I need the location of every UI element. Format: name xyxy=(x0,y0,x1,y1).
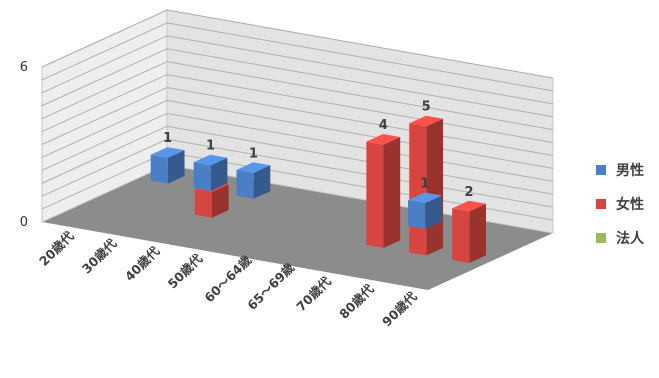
bar-front xyxy=(452,208,470,264)
y-tick-label: 0 xyxy=(20,215,28,230)
bar-side xyxy=(253,165,271,199)
bar-side xyxy=(469,203,486,264)
bar-side xyxy=(211,184,229,218)
x-tick-label: 40歳代 xyxy=(122,243,163,284)
legend-item-male: 男性 xyxy=(596,158,644,182)
legend-label-corporation: 法人 xyxy=(616,231,644,247)
bar-front xyxy=(150,154,168,184)
bar-side xyxy=(167,150,185,184)
data-label: 2 xyxy=(465,185,474,200)
chart-legend: 男性 女性 法人 xyxy=(596,158,644,260)
x-tick-label: 50歳代 xyxy=(165,251,206,292)
x-tick-label: 60～64歳 xyxy=(201,252,254,305)
legend-item-female: 女性 xyxy=(596,192,644,216)
legend-item-corporation: 法人 xyxy=(596,226,644,250)
bar-side xyxy=(425,195,442,229)
bar-front xyxy=(366,141,384,248)
data-label: 4 xyxy=(379,118,388,133)
legend-swatch-male xyxy=(596,165,606,175)
bar-top xyxy=(150,147,185,158)
legend-label-female: 女性 xyxy=(616,197,644,213)
bar-side xyxy=(383,136,401,248)
bar-side xyxy=(210,157,228,192)
bar-front xyxy=(194,188,212,218)
x-tick-label: 65～69歳 xyxy=(244,260,297,313)
data-label: 1 xyxy=(163,131,172,146)
chart-bars: 14521111 xyxy=(150,100,486,264)
legend-swatch-corporation xyxy=(596,233,606,243)
bar-top xyxy=(409,115,444,127)
legend-swatch-female xyxy=(596,199,606,209)
legend-label-male: 男性 xyxy=(616,163,644,179)
data-label: 1 xyxy=(420,176,429,191)
x-tick-label: 90歳代 xyxy=(379,288,420,329)
bar-front xyxy=(193,162,211,192)
chart-floor xyxy=(42,165,553,290)
x-tick-label: 20歳代 xyxy=(36,228,77,269)
bar-top xyxy=(452,200,486,212)
bar-top xyxy=(236,162,271,173)
bar-front xyxy=(236,169,254,199)
data-label: 1 xyxy=(206,139,215,154)
bar-front xyxy=(408,200,426,229)
x-tick-label: 70歳代 xyxy=(293,273,334,314)
chart-gridline xyxy=(41,48,554,118)
chart-gridline xyxy=(41,61,554,131)
bar-top xyxy=(408,192,442,204)
chart-gridline xyxy=(41,9,554,79)
chart-gridline xyxy=(41,35,554,105)
bar-top xyxy=(193,154,228,166)
x-tick-label: 80歳代 xyxy=(336,281,377,322)
data-label: 1 xyxy=(249,146,258,161)
bar-top xyxy=(366,133,401,145)
y-tick-label: 6 xyxy=(20,60,28,75)
x-tick-label: 30歳代 xyxy=(79,236,120,277)
chart-gridline xyxy=(41,22,554,92)
data-label: 5 xyxy=(422,100,431,115)
